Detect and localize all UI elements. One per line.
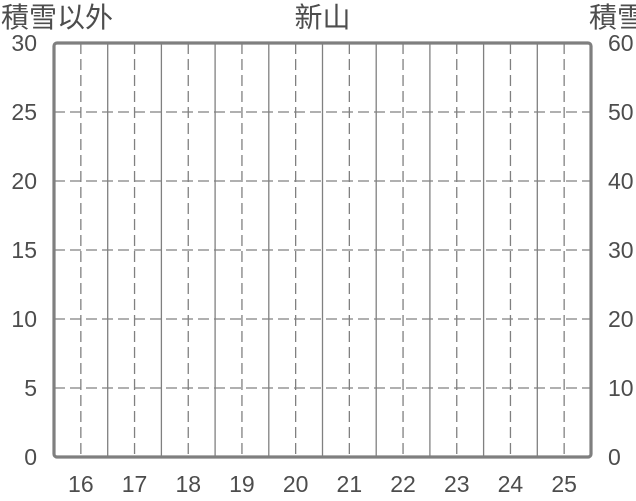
svg-text:21: 21 [337,471,363,497]
svg-text:5: 5 [24,375,37,401]
svg-text:18: 18 [175,471,201,497]
svg-text:25: 25 [551,471,577,497]
svg-text:20: 20 [608,306,634,332]
svg-text:40: 40 [608,168,634,194]
svg-text:10: 10 [608,375,634,401]
svg-text:25: 25 [11,99,37,125]
svg-text:24: 24 [498,471,524,497]
svg-text:0: 0 [608,444,621,470]
svg-text:積雪: 積雪 [589,2,636,33]
svg-text:22: 22 [390,471,416,497]
svg-text:積雪以外: 積雪以外 [1,2,113,33]
svg-text:60: 60 [608,30,634,56]
svg-text:30: 30 [11,30,37,56]
svg-text:30: 30 [608,237,634,263]
svg-text:23: 23 [444,471,470,497]
svg-text:17: 17 [122,471,148,497]
svg-text:20: 20 [11,168,37,194]
svg-text:0: 0 [24,444,37,470]
svg-text:15: 15 [11,237,37,263]
svg-text:16: 16 [68,471,94,497]
svg-text:新山: 新山 [294,2,350,33]
svg-text:10: 10 [11,306,37,332]
svg-text:20: 20 [283,471,309,497]
svg-text:50: 50 [608,99,634,125]
svg-text:19: 19 [229,471,255,497]
